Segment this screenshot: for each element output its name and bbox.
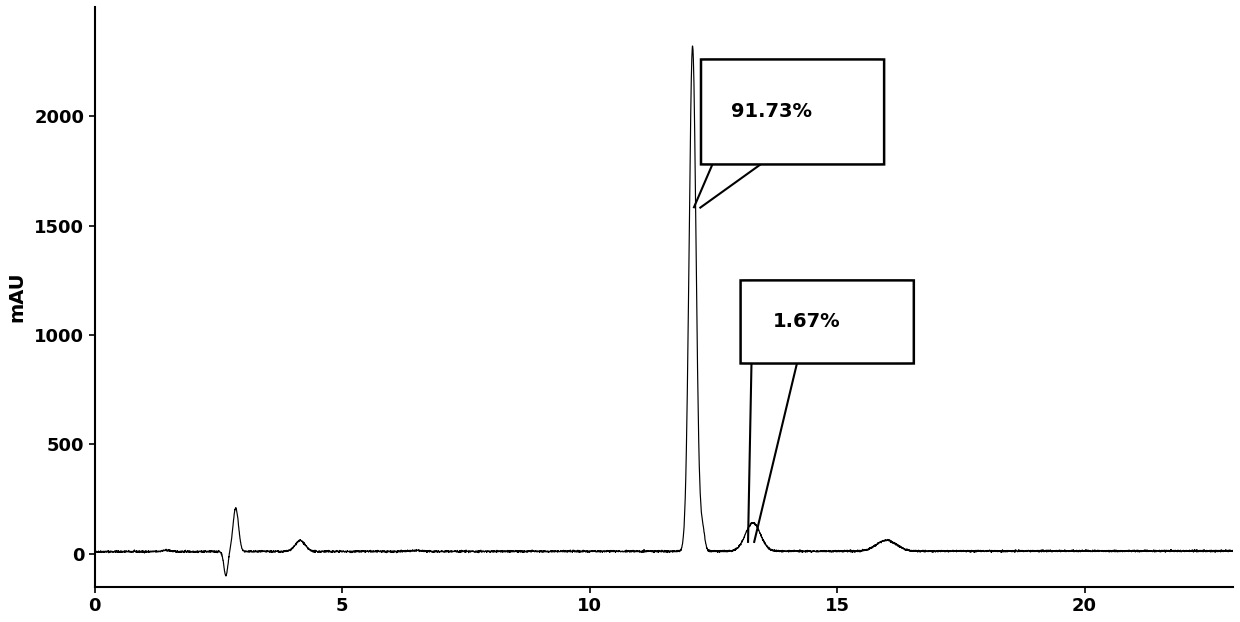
- FancyBboxPatch shape: [701, 60, 884, 164]
- Text: 1.67%: 1.67%: [774, 312, 841, 332]
- Text: 91.73%: 91.73%: [730, 103, 812, 121]
- Y-axis label: mAU: mAU: [7, 272, 26, 322]
- FancyBboxPatch shape: [740, 281, 914, 363]
